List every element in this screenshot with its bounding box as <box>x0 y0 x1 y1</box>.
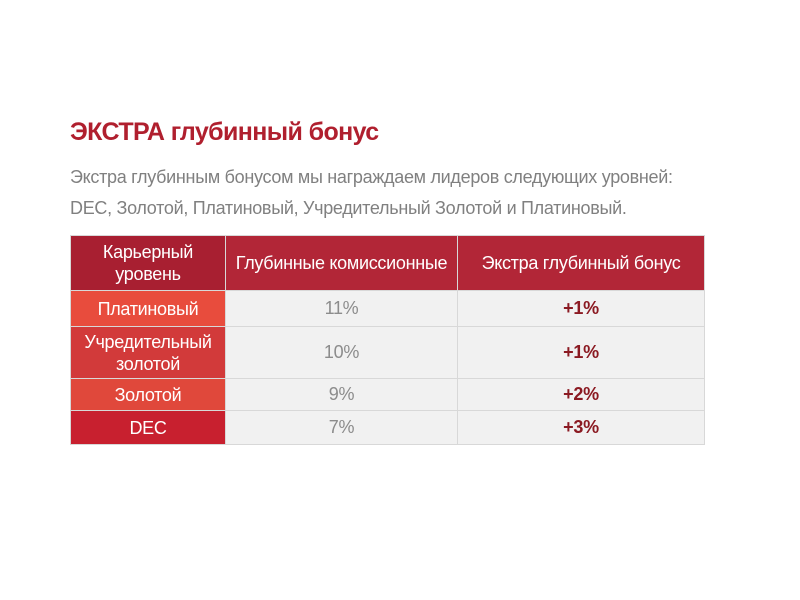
header-career-level: Карьерный уровень <box>70 235 226 291</box>
level-cell: Учредительный золотой <box>70 326 226 379</box>
table-row: Платиновый 11% +1% <box>70 290 705 327</box>
table-row: DEC 7% +3% <box>70 410 705 445</box>
level-cell: Золотой <box>70 378 226 411</box>
extra-bonus-cell: +3% <box>457 410 705 445</box>
commission-cell: 10% <box>225 326 458 379</box>
commission-cell: 11% <box>225 290 458 327</box>
level-cell: DEC <box>70 410 226 445</box>
table-header-row: Карьерный уровень Глубинные комиссионные… <box>70 235 705 291</box>
level-cell: Платиновый <box>70 290 226 327</box>
commission-cell: 9% <box>225 378 458 411</box>
extra-bonus-cell: +2% <box>457 378 705 411</box>
commission-cell: 7% <box>225 410 458 445</box>
header-depth-commission: Глубинные комиссионные <box>225 235 458 291</box>
page-title: ЭКСТРА глубинный бонус <box>70 118 379 146</box>
bonus-table: Карьерный уровень Глубинные комиссионные… <box>70 235 705 445</box>
table-row: Учредительный золотой 10% +1% <box>70 326 705 379</box>
header-extra-bonus: Экстра глубинный бонус <box>457 235 705 291</box>
extra-bonus-cell: +1% <box>457 290 705 327</box>
extra-bonus-cell: +1% <box>457 326 705 379</box>
table-row: Золотой 9% +2% <box>70 378 705 411</box>
page-description: Экстра глубинным бонусом мы награждаем л… <box>70 167 673 218</box>
